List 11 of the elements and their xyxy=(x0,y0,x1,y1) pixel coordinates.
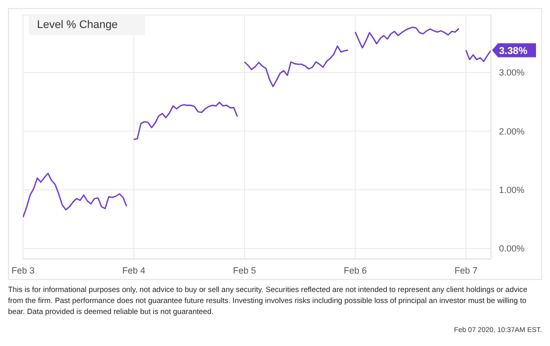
x-tick-label: Feb 5 xyxy=(232,265,256,276)
x-tick-label: Feb 6 xyxy=(344,265,367,276)
y-tick-label: 2.00% xyxy=(499,126,525,136)
x-tick-label: Feb 4 xyxy=(122,265,146,276)
title-box: Level % Change xyxy=(29,15,145,35)
y-tick-label: 3.00% xyxy=(499,68,525,78)
x-tick-label: Feb 7 xyxy=(454,265,478,276)
y-tick-label: 0.00% xyxy=(499,244,525,254)
y-tick-label: 1.00% xyxy=(499,184,525,195)
data-label: 3.38% xyxy=(499,46,528,58)
x-tick-label: Feb 3 xyxy=(11,265,35,276)
